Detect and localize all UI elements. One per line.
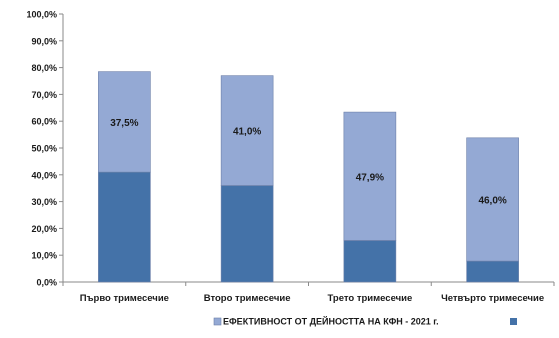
y-tick-label: 60,0% <box>31 117 57 127</box>
data-label: 46,0% <box>478 195 506 206</box>
y-tick-label: 10,0% <box>31 251 57 261</box>
y-tick-label: 0,0% <box>36 278 57 288</box>
axes: 0,0% 10,0% 20,0% 30,0% 40,0% 50,0% 60,0% 70,0% 8… <box>26 10 555 304</box>
y-tick-label: 20,0% <box>31 224 57 234</box>
bars <box>98 71 519 283</box>
data-label: 37,5% <box>110 118 138 129</box>
legend-label: ЕФЕКТИВНОСТ ОТ ДЕЙНОСТТА НА КФН - 2021 г… <box>223 316 439 327</box>
y-tick-label: 80,0% <box>31 63 57 73</box>
legend-swatch <box>213 317 222 326</box>
x-category-label: Четвърто тримесечие <box>441 293 544 304</box>
y-tick-label: 30,0% <box>31 197 57 207</box>
x-category-label: Трето тримесечие <box>327 293 412 304</box>
bar-segment <box>220 185 274 283</box>
y-tick-label: 100,0% <box>26 10 57 20</box>
x-category-label: Първо тримесечие <box>80 293 169 304</box>
y-tick-label: 70,0% <box>31 90 57 100</box>
data-labels: 37,5% 41,0% 47,9% 46,0% <box>110 118 507 207</box>
bar-segment <box>466 137 519 262</box>
y-tick-label: 90,0% <box>31 36 57 46</box>
legend-swatch <box>510 318 517 325</box>
bar-segment <box>98 171 151 283</box>
bar-segment <box>343 240 397 283</box>
x-category-label: Второ тримесечие <box>204 293 291 304</box>
legend: ЕФЕКТИВНОСТ ОТ ДЕЙНОСТТА НА КФН - 2021 г… <box>213 316 517 327</box>
bar-segment <box>220 75 274 186</box>
bar-segment <box>98 71 151 173</box>
y-tick-label: 50,0% <box>31 144 57 154</box>
data-label: 47,9% <box>356 172 384 183</box>
bar-segment <box>466 260 519 283</box>
data-label: 41,0% <box>233 127 261 138</box>
bar-segment <box>343 111 397 241</box>
y-tick-label: 40,0% <box>31 170 57 180</box>
